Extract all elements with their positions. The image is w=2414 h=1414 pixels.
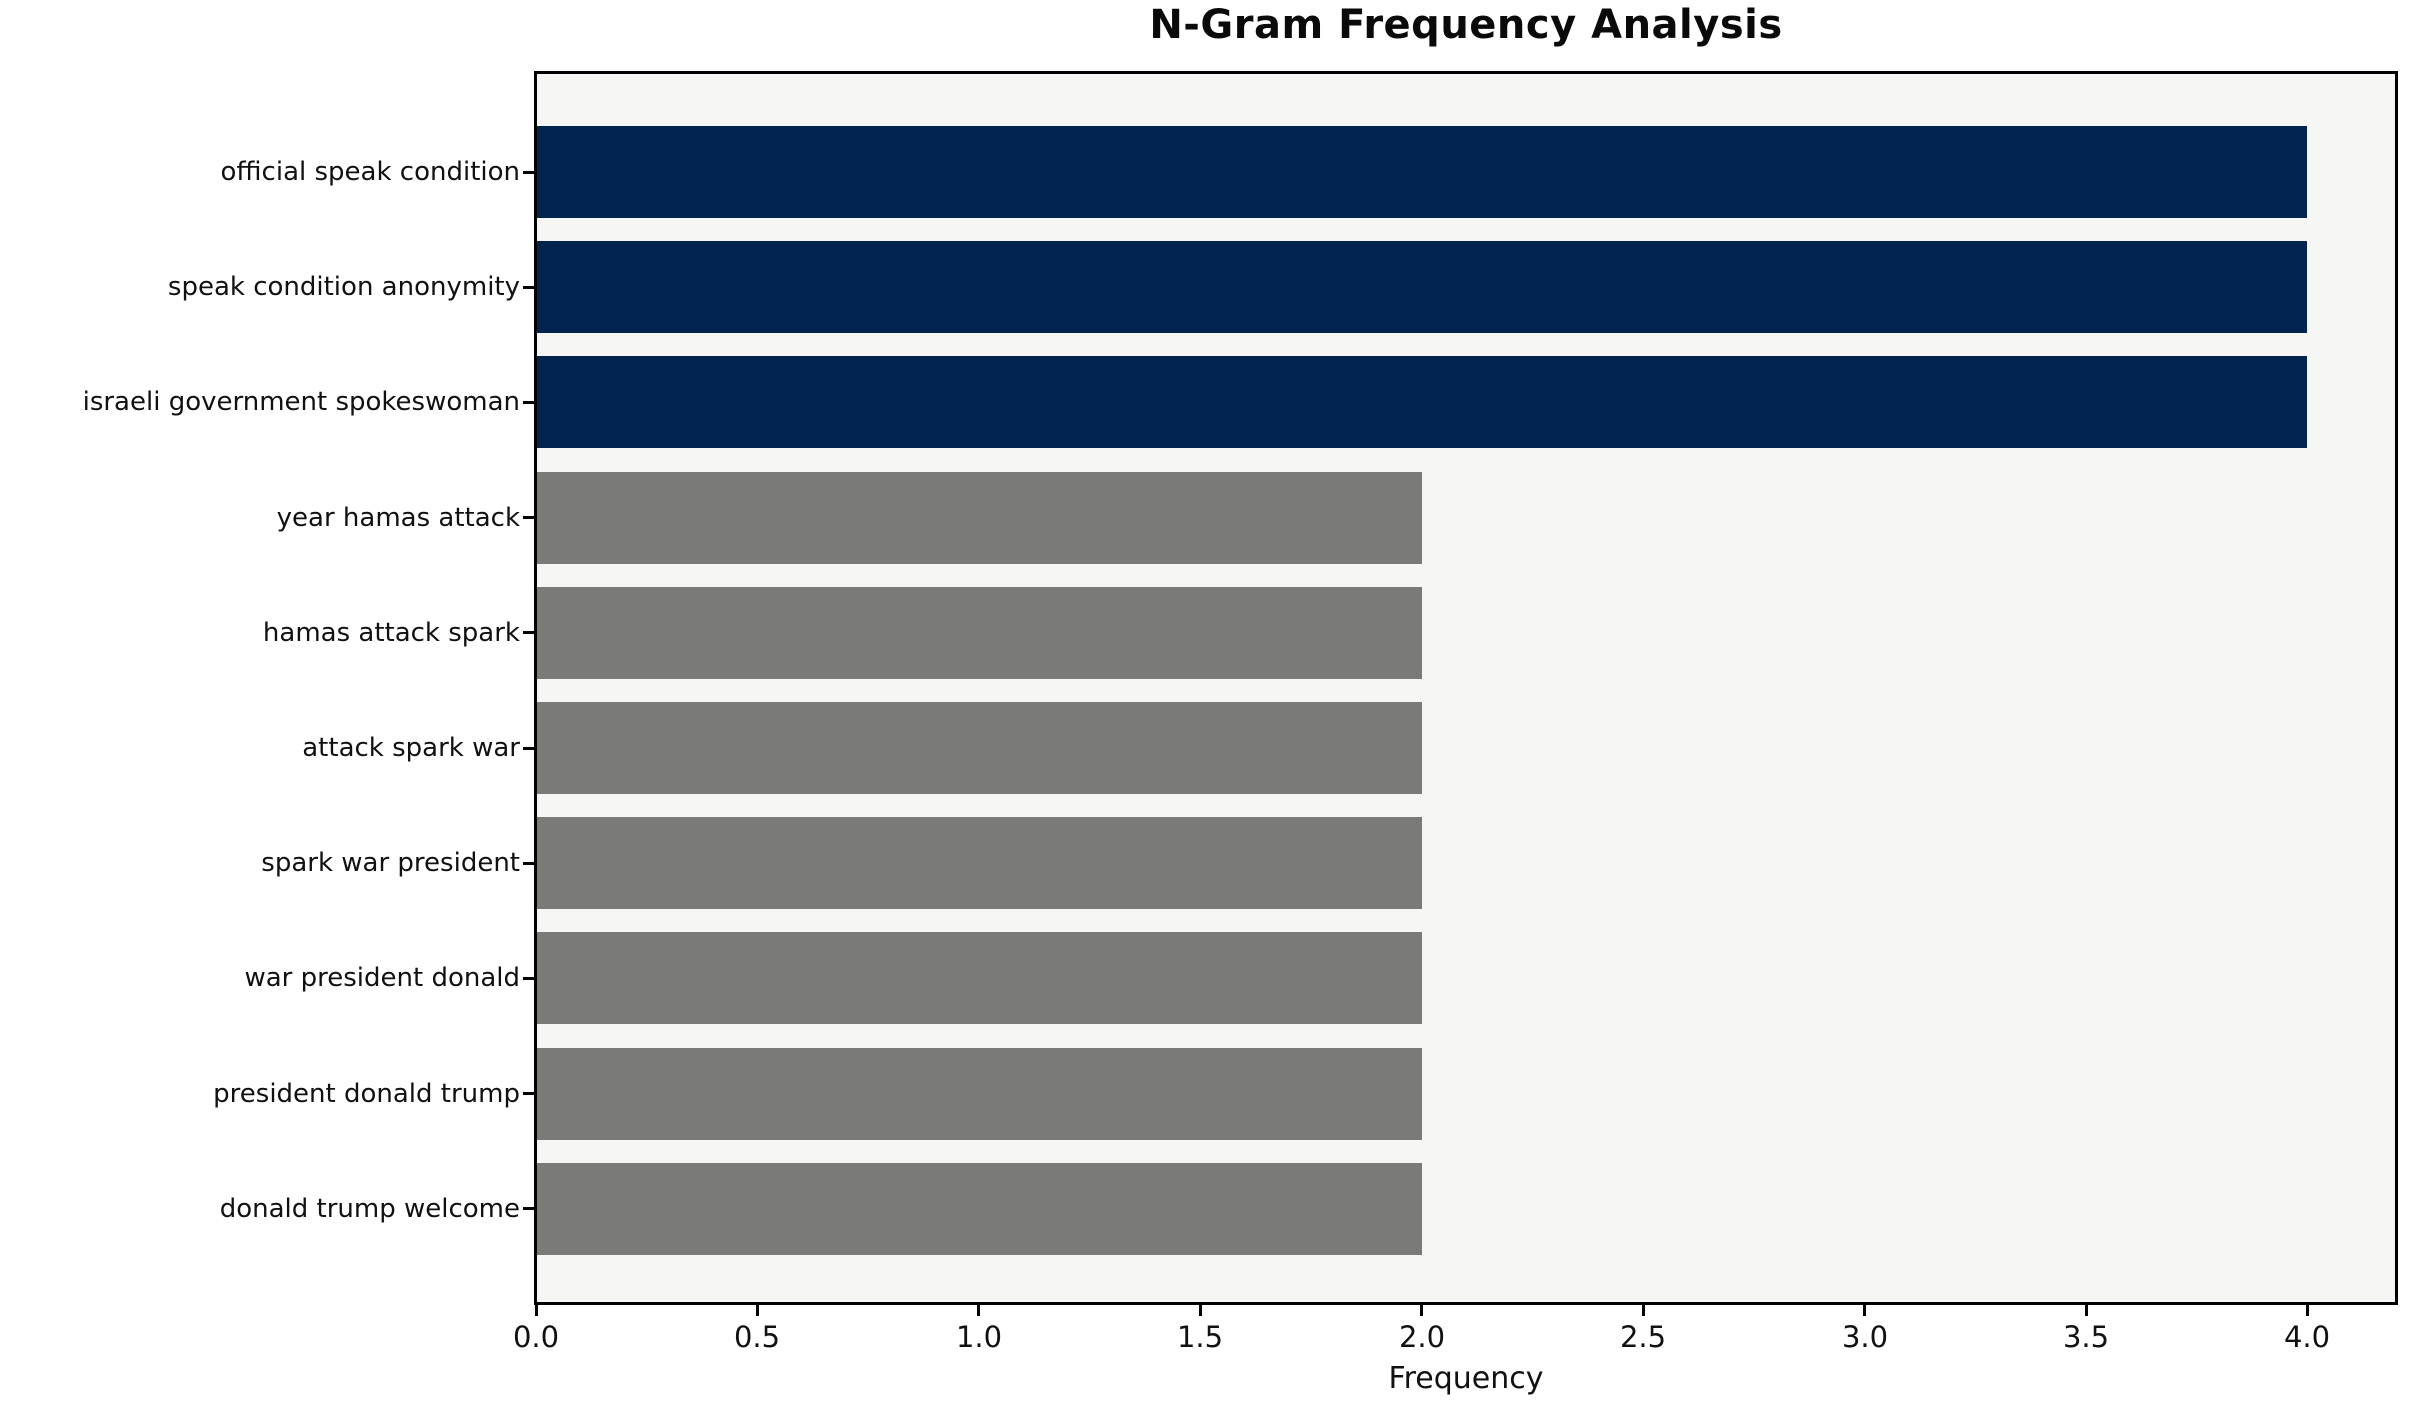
y-tick-mark — [523, 516, 536, 519]
x-tick-mark — [756, 1303, 759, 1316]
plot-area — [536, 73, 2396, 1303]
x-tick-label: 0.0 — [512, 1320, 560, 1354]
y-tick-mark — [523, 286, 536, 289]
bar-war-president-donald — [536, 932, 1422, 1024]
y-tick-label: donald trump welcome — [219, 1194, 520, 1224]
y-tick-label: spark war president — [261, 848, 520, 878]
y-tick-label: war president donald — [244, 963, 520, 993]
y-tick-mark — [523, 747, 536, 750]
y-tick-label: speak condition anonymity — [167, 272, 520, 302]
x-tick-label: 0.5 — [733, 1320, 781, 1354]
bar-year-hamas-attack — [536, 472, 1422, 564]
bar-hamas-attack-spark — [536, 587, 1422, 679]
y-tick-mark — [523, 1092, 536, 1095]
x-tick-label: 1.0 — [955, 1320, 1003, 1354]
x-tick-mark — [2306, 1303, 2309, 1316]
y-tick-label: israeli government spokeswoman — [82, 387, 520, 417]
y-tick-mark — [523, 631, 536, 634]
bar-speak-condition-anonymity — [536, 241, 2307, 333]
bar-attack-spark-war — [536, 702, 1422, 794]
x-tick-mark — [1420, 1303, 1423, 1316]
y-tick-mark — [523, 401, 536, 404]
x-tick-mark — [1863, 1303, 1866, 1316]
x-tick-label: 1.5 — [1176, 1320, 1224, 1354]
x-tick-label: 3.5 — [2062, 1320, 2110, 1354]
x-tick-label: 2.5 — [1619, 1320, 1667, 1354]
x-tick-mark — [977, 1303, 980, 1316]
y-tick-mark — [523, 862, 536, 865]
y-tick-mark — [523, 1207, 536, 1210]
x-tick-label: 4.0 — [2283, 1320, 2331, 1354]
bar-donald-trump-welcome — [536, 1163, 1422, 1255]
bar-president-donald-trump — [536, 1048, 1422, 1140]
y-tick-label: hamas attack spark — [262, 618, 520, 648]
y-tick-mark — [523, 171, 536, 174]
y-tick-label: year hamas attack — [276, 503, 520, 533]
x-axis-title: Frequency — [1388, 1361, 1544, 1396]
x-tick-label: 3.0 — [1841, 1320, 1889, 1354]
chart-title: N-Gram Frequency Analysis — [1149, 2, 1783, 48]
bar-israeli-government-spokeswoman — [536, 356, 2307, 448]
y-tick-label: attack spark war — [302, 733, 520, 763]
x-tick-label: 2.0 — [1398, 1320, 1446, 1354]
x-tick-mark — [1199, 1303, 1202, 1316]
y-tick-label: president donald trump — [213, 1079, 520, 1109]
x-tick-mark — [1642, 1303, 1645, 1316]
y-tick-mark — [523, 977, 536, 980]
bar-spark-war-president — [536, 817, 1422, 909]
bar-official-speak-condition — [536, 126, 2307, 218]
x-tick-mark — [2085, 1303, 2088, 1316]
y-tick-label: official speak condition — [220, 157, 521, 187]
x-tick-mark — [535, 1303, 538, 1316]
